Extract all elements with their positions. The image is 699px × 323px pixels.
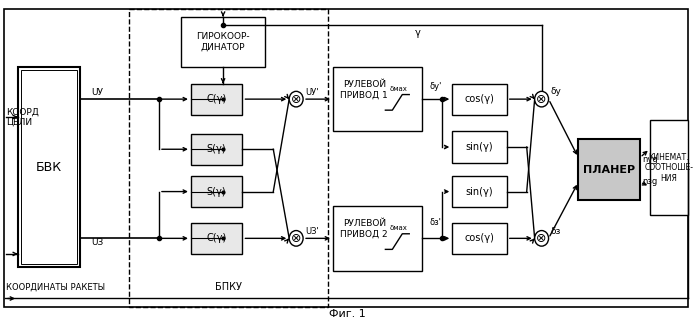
FancyBboxPatch shape [191, 176, 243, 207]
FancyBboxPatch shape [333, 67, 422, 131]
Text: UЗ: UЗ [92, 238, 103, 247]
Text: δу: δу [551, 87, 561, 96]
FancyBboxPatch shape [191, 223, 243, 254]
FancyBboxPatch shape [21, 70, 76, 264]
Text: nуg: nуg [642, 155, 658, 164]
Text: РУЛЕВОЙ
ПРИВОД 2: РУЛЕВОЙ ПРИВОД 2 [340, 219, 388, 238]
Text: S(γ): S(γ) [207, 187, 226, 197]
Text: Фиг. 1: Фиг. 1 [329, 309, 366, 319]
FancyBboxPatch shape [650, 120, 688, 215]
FancyBboxPatch shape [452, 84, 507, 115]
Text: C(γ): C(γ) [206, 94, 226, 104]
FancyBboxPatch shape [333, 206, 422, 271]
Text: РУЛЕВОЙ
ПРИВОД 1: РУЛЕВОЙ ПРИВОД 1 [340, 80, 388, 99]
Text: БВК: БВК [36, 161, 62, 173]
Text: UУ': UУ' [305, 88, 319, 97]
Text: КИНЕМАТ.
СООТНОШЕ-
НИЯ: КИНЕМАТ. СООТНОШЕ- НИЯ [644, 153, 693, 182]
Text: ПЛАНЕР: ПЛАНЕР [583, 165, 635, 175]
Text: ГИРОКООР-
ДИНАТОР: ГИРОКООР- ДИНАТОР [196, 32, 250, 51]
Text: δмах: δмах [389, 86, 408, 92]
FancyBboxPatch shape [181, 17, 266, 67]
Text: δмах: δмах [389, 225, 408, 232]
FancyBboxPatch shape [4, 9, 688, 307]
FancyBboxPatch shape [452, 176, 507, 207]
Circle shape [289, 231, 303, 246]
Text: cos(γ): cos(γ) [465, 233, 494, 243]
Text: КООРДИНАТЫ РАКЕТЫ: КООРДИНАТЫ РАКЕТЫ [6, 283, 105, 292]
Text: C(γ): C(γ) [206, 233, 226, 243]
Text: UЗ': UЗ' [305, 227, 319, 236]
Text: sin(γ): sin(γ) [466, 142, 493, 152]
Text: КООРД
ЦЕЛИ: КООРД ЦЕЛИ [6, 107, 39, 127]
Text: cos(γ): cos(γ) [465, 94, 494, 104]
Text: БПКУ: БПКУ [215, 282, 242, 292]
Circle shape [289, 91, 303, 107]
FancyBboxPatch shape [578, 139, 640, 201]
Text: δу': δу' [429, 82, 442, 91]
Text: γ: γ [415, 28, 420, 38]
FancyBboxPatch shape [18, 67, 80, 267]
Text: nзg: nзg [642, 177, 657, 186]
FancyBboxPatch shape [191, 84, 243, 115]
Text: sin(γ): sin(γ) [466, 187, 493, 197]
Text: S(γ): S(γ) [207, 144, 226, 154]
Text: ⊗: ⊗ [291, 93, 301, 106]
Text: ⊗: ⊗ [291, 232, 301, 245]
Text: ⊗: ⊗ [536, 93, 547, 106]
FancyBboxPatch shape [452, 223, 507, 254]
Text: UУ: UУ [92, 88, 103, 97]
FancyBboxPatch shape [191, 134, 243, 165]
Circle shape [535, 91, 549, 107]
Text: δз': δз' [429, 218, 441, 227]
Text: ⊗: ⊗ [536, 232, 547, 245]
FancyBboxPatch shape [452, 131, 507, 162]
Text: δз: δз [551, 227, 561, 236]
Circle shape [535, 231, 549, 246]
